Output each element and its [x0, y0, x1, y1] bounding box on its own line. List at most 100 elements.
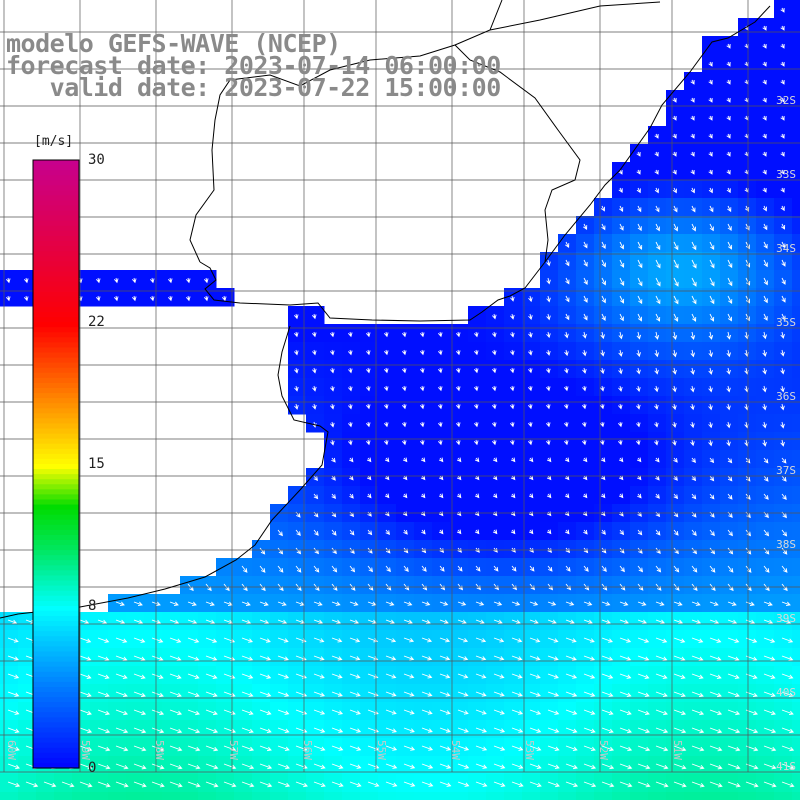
wind-arrow	[691, 313, 697, 322]
wind-speed-cell	[774, 234, 793, 253]
wind-speed-cell	[126, 738, 145, 757]
wind-arrow	[672, 331, 678, 340]
wind-speed-cell	[792, 792, 800, 800]
wind-arrow	[474, 475, 480, 481]
wind-speed-cell	[792, 234, 800, 253]
wind-arrow	[331, 709, 344, 715]
wind-arrow	[637, 673, 650, 679]
wind-arrow	[365, 331, 371, 338]
wind-speed-cell	[774, 414, 793, 433]
wind-speed-cell	[774, 648, 793, 667]
wind-speed-cell	[792, 450, 800, 469]
wind-speed-cell	[594, 378, 613, 397]
wind-speed-cell	[612, 414, 631, 433]
wind-speed-cell	[342, 720, 361, 739]
wind-arrow	[259, 709, 272, 715]
wind-arrow	[347, 331, 353, 338]
wind-speed-cell	[432, 702, 451, 721]
wind-speed-cell	[270, 720, 289, 739]
wind-speed-cell	[792, 324, 800, 343]
wind-arrow	[547, 637, 559, 643]
wind-speed-cell	[504, 720, 523, 739]
wind-arrow	[473, 349, 479, 356]
wind-arrow	[781, 727, 795, 734]
wind-arrow	[294, 367, 299, 374]
wind-speed-cell	[126, 594, 145, 613]
wind-arrow	[635, 439, 641, 446]
wind-speed-cell	[252, 702, 271, 721]
wind-arrow	[709, 259, 715, 269]
longitude-label: 59W	[79, 740, 92, 760]
wind-speed-cell	[378, 360, 397, 379]
colorbar-segment	[33, 210, 79, 217]
wind-arrow	[619, 781, 633, 788]
wind-speed-cell	[0, 756, 19, 775]
wind-arrow	[527, 385, 533, 392]
colorbar-segment	[33, 469, 79, 475]
wind-speed-cell	[702, 306, 721, 325]
wind-speed-cell	[684, 90, 703, 109]
wind-arrow	[187, 727, 201, 734]
wind-arrow	[457, 637, 469, 643]
wind-speed-cell	[450, 648, 469, 667]
wind-arrow	[437, 331, 443, 338]
wind-speed-cell	[738, 792, 757, 800]
wind-arrow	[762, 205, 767, 212]
wind-arrow	[313, 745, 326, 751]
wind-speed-cell	[792, 576, 800, 595]
wind-speed-cell	[684, 594, 703, 613]
wind-arrow	[438, 493, 444, 499]
wind-arrow	[545, 421, 551, 428]
wind-speed-cell	[720, 702, 739, 721]
wind-arrow	[709, 529, 715, 537]
wind-speed-cell	[0, 648, 19, 667]
wind-arrow	[708, 331, 714, 340]
wind-arrow	[727, 781, 741, 788]
wind-speed-cell	[432, 432, 451, 451]
colorbar-segment	[33, 514, 79, 521]
wind-speed-cell	[288, 360, 307, 379]
wind-speed-cell	[774, 216, 793, 235]
wind-speed-cell	[648, 756, 667, 775]
wind-speed-cell	[216, 702, 235, 721]
wind-arrow	[690, 169, 695, 175]
wind-arrow	[133, 637, 146, 643]
wind-arrow	[691, 223, 696, 232]
wind-speed-cell	[162, 684, 181, 703]
wind-speed-cell	[36, 792, 55, 800]
wind-arrow	[259, 763, 273, 770]
wind-speed-cell	[252, 612, 271, 631]
wind-speed-cell	[396, 378, 415, 397]
wind-speed-cell	[648, 252, 667, 271]
colorbar-tick-label: 0	[88, 760, 97, 776]
wind-speed-cell	[702, 774, 721, 793]
wind-arrow	[349, 763, 362, 769]
wind-arrow	[600, 205, 605, 212]
wind-speed-cell	[666, 720, 685, 739]
colorbar-segment	[33, 600, 79, 607]
wind-speed-cell	[18, 288, 37, 307]
wind-arrow	[439, 709, 451, 715]
wind-arrow	[547, 565, 553, 572]
wind-speed-cell	[324, 396, 343, 415]
wind-speed-cell	[702, 144, 721, 163]
wind-arrow	[169, 763, 183, 770]
wind-arrow	[637, 745, 651, 752]
wind-speed-cell	[792, 216, 800, 235]
wind-arrow	[637, 709, 650, 716]
wind-arrow	[23, 295, 29, 302]
wind-arrow	[473, 367, 479, 374]
wind-speed-cell	[162, 594, 181, 613]
wind-arrow	[655, 277, 661, 287]
wind-arrow	[727, 727, 741, 734]
colorbar-segment	[33, 702, 79, 708]
wind-arrow	[419, 331, 425, 338]
wind-arrow	[636, 187, 641, 194]
wind-arrow	[385, 727, 397, 733]
latitude-label: 32S	[776, 94, 796, 107]
colorbar-segment	[33, 322, 79, 328]
colorbar-segment	[33, 246, 79, 252]
wind-arrow	[439, 601, 449, 606]
wind-arrow	[781, 655, 794, 661]
wind-arrow	[7, 763, 20, 770]
